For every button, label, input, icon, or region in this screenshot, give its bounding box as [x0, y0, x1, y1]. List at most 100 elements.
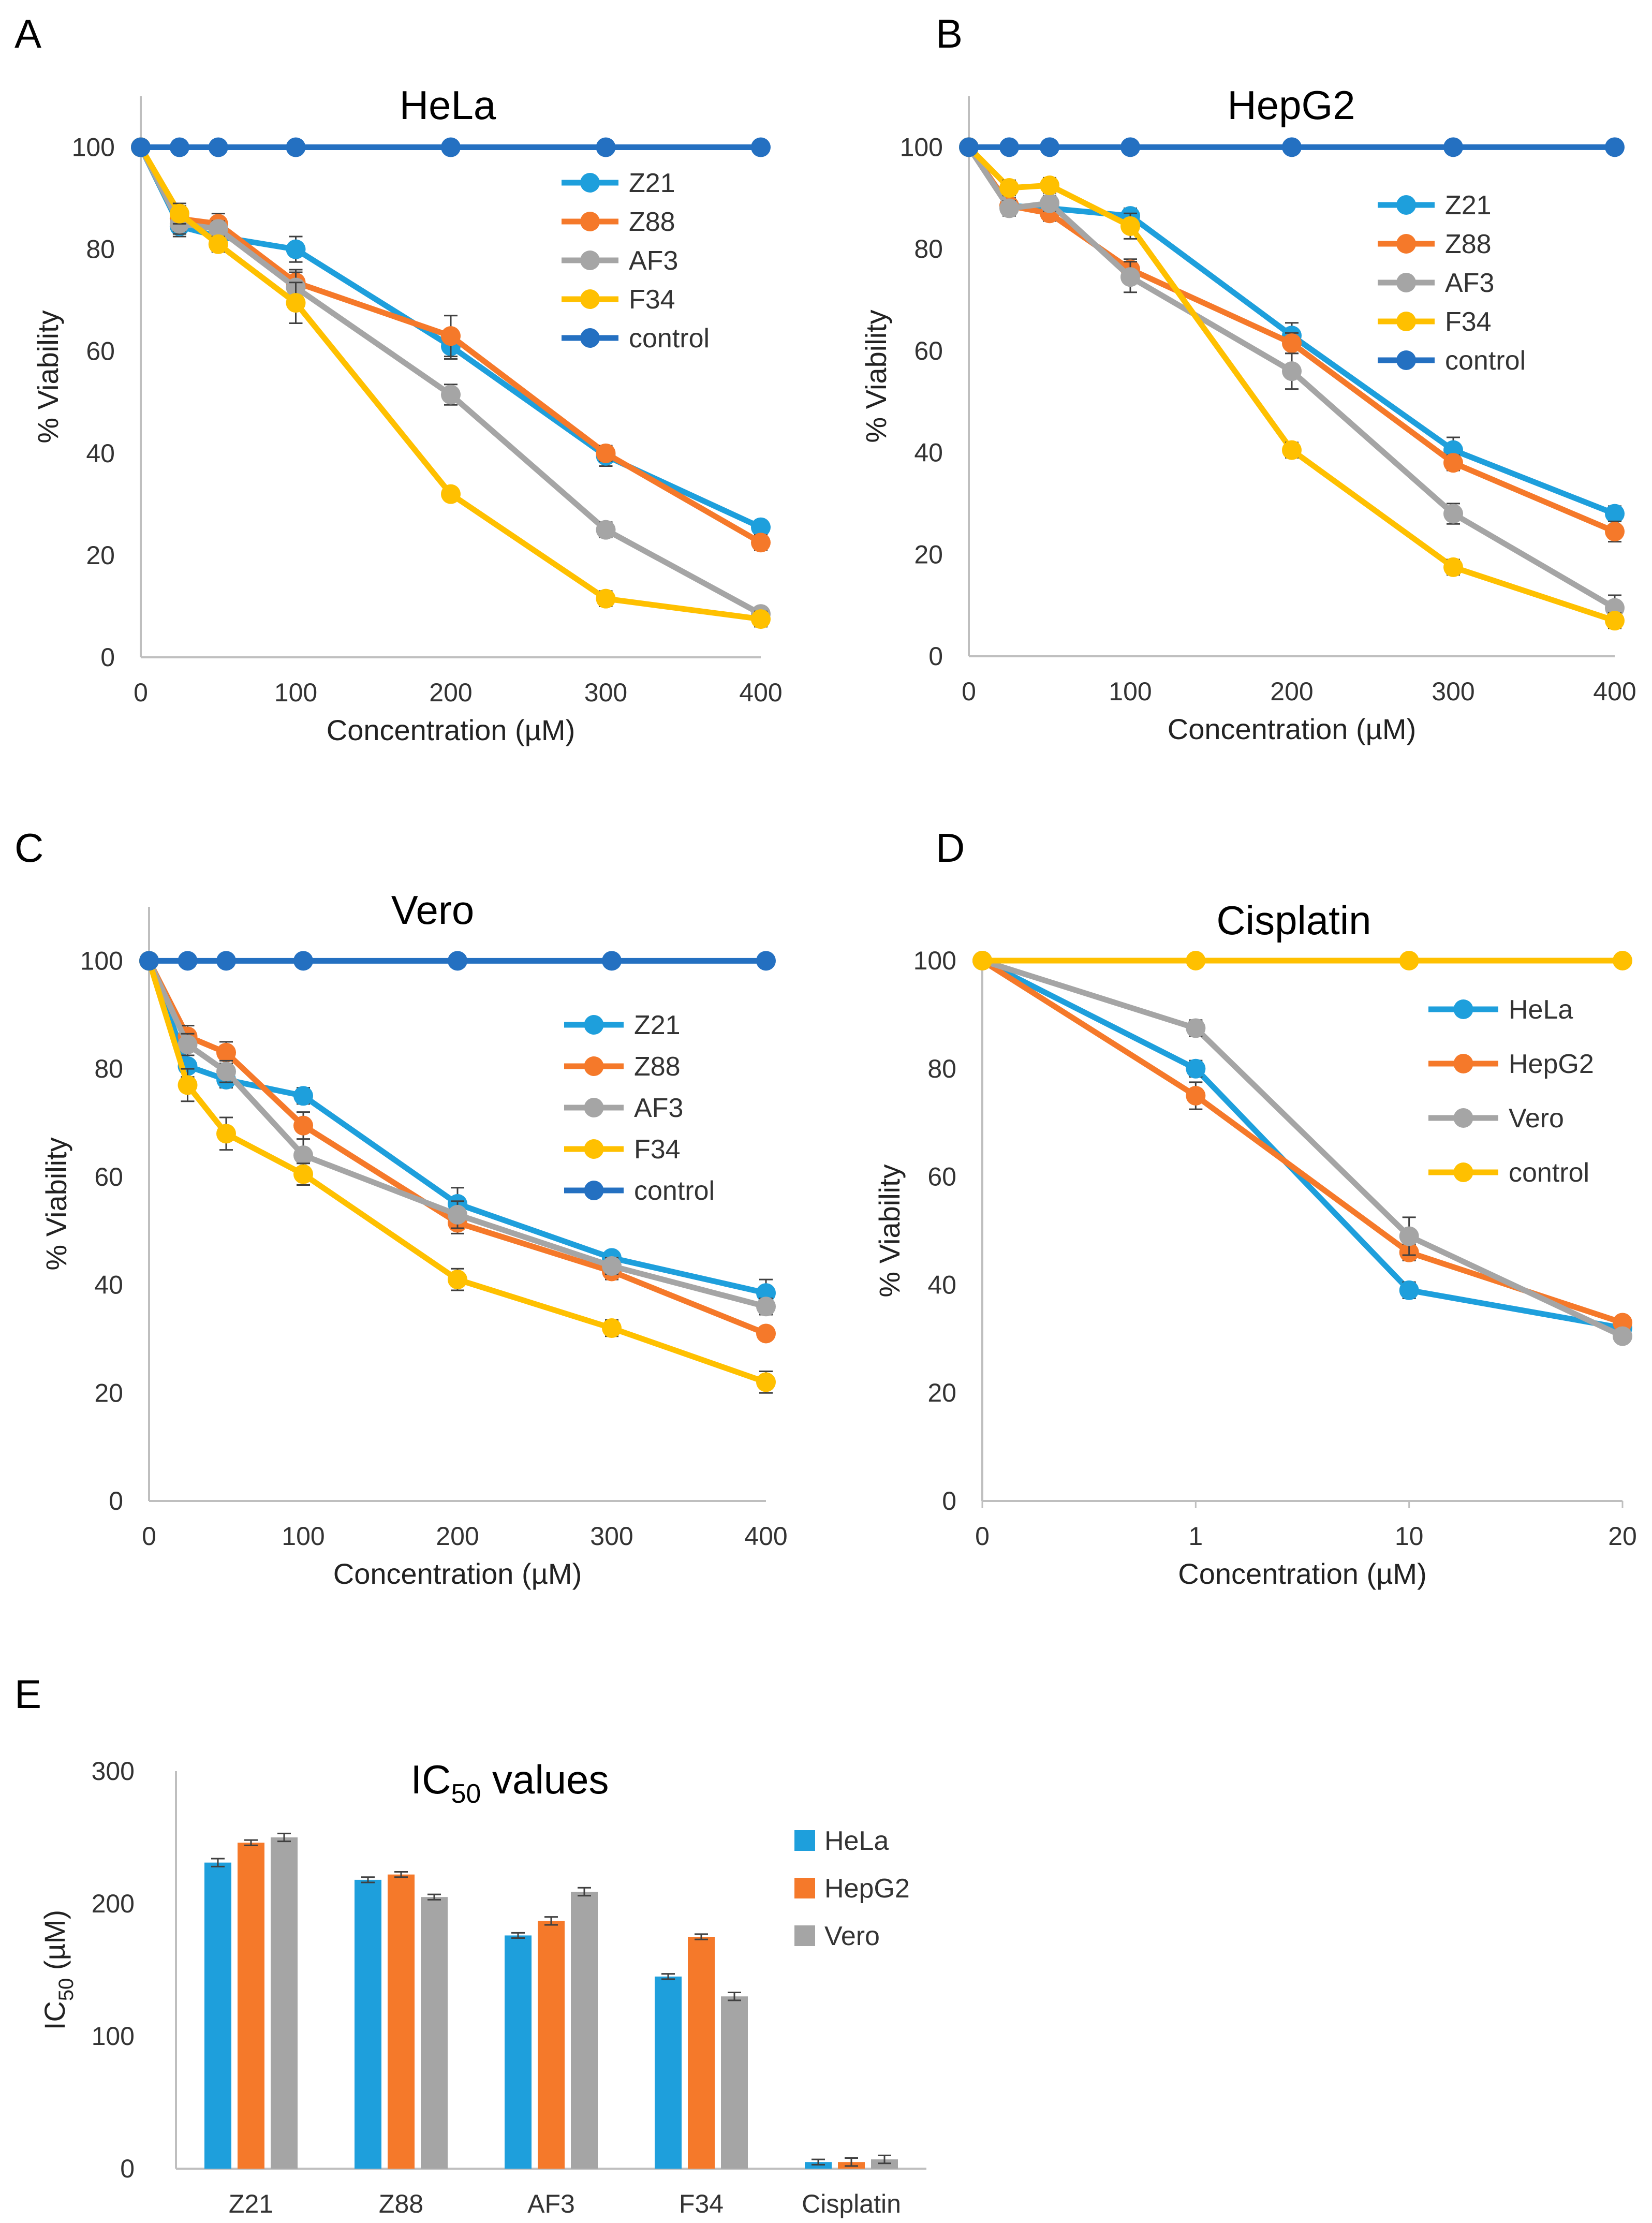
data-point — [131, 137, 151, 157]
y-tick-label: 0 — [109, 1486, 123, 1515]
chart-title: IC50 values — [411, 1757, 609, 1809]
legend-label: Z21 — [629, 168, 675, 198]
x-tick-label: 200 — [429, 678, 472, 707]
data-point — [1443, 453, 1463, 473]
data-point — [596, 443, 616, 463]
y-tick-label: 80 — [86, 235, 115, 264]
legend-label: Z88 — [1445, 229, 1492, 259]
bar-vero — [721, 1996, 748, 2169]
data-point — [178, 1075, 198, 1095]
chart-panel-d: D Cisplatin 0 20 40 60 80 100 0 1 10 20 Concentratio… — [873, 825, 1637, 1590]
x-tick-label: 200 — [1270, 677, 1313, 706]
legend-swatch-marker — [580, 328, 600, 348]
y-tick-label: 20 — [927, 1378, 956, 1407]
data-point — [1040, 193, 1059, 213]
panel-label: B — [936, 11, 963, 56]
chart-title: Cisplatin — [1216, 897, 1371, 943]
data-point — [999, 178, 1019, 198]
chart-title-subscript: 50 — [451, 1779, 481, 1809]
x-tick-label: 20 — [1608, 1522, 1637, 1551]
legend-label: Vero — [1509, 1103, 1564, 1133]
data-point — [602, 1318, 622, 1338]
bar-hela — [204, 1862, 231, 2169]
legend-swatch-marker — [584, 1181, 604, 1200]
data-point — [1399, 1226, 1419, 1246]
legend-swatch-marker — [1453, 1108, 1473, 1128]
legend-swatch-marker — [1396, 273, 1416, 292]
y-tick-label: 200 — [92, 1889, 135, 1918]
data-point — [293, 1086, 313, 1106]
chart-panel-c: C Vero 0 20 40 60 80 100 0 100 200 300 400 Concentrat… — [14, 825, 788, 1590]
bar-vero — [421, 1897, 448, 2169]
chart-title-main: IC — [411, 1757, 451, 1802]
legend-swatch — [794, 1878, 815, 1898]
series-f34 — [139, 951, 776, 1394]
legend-label: AF3 — [629, 246, 678, 276]
x-axis-title: Concentration (µM) — [1168, 713, 1416, 745]
data-point — [1605, 137, 1625, 157]
data-point — [1186, 1058, 1206, 1079]
y-tick-label: 20 — [94, 1378, 123, 1407]
legend-swatch — [794, 1830, 815, 1851]
legend-label: Z21 — [1445, 190, 1492, 220]
legend-label: AF3 — [1445, 268, 1494, 298]
legend: HeLa HepG2 Vero control — [1428, 995, 1594, 1188]
y-tick-label: 40 — [927, 1270, 956, 1299]
chart-title-suffix: values — [481, 1757, 609, 1802]
data-point — [1120, 137, 1140, 157]
data-point — [169, 203, 189, 224]
series-control — [972, 951, 1632, 970]
data-point — [1605, 611, 1625, 631]
data-point — [999, 198, 1019, 218]
series-f34 — [959, 137, 1625, 631]
y-tick-label: 20 — [86, 541, 115, 570]
legend-swatch-marker — [580, 212, 600, 231]
data-point — [1399, 951, 1419, 970]
legend-swatch-marker — [1396, 312, 1416, 331]
chart-title: HeLa — [400, 82, 496, 128]
y-tick-label: 100 — [900, 133, 943, 161]
y-tick-label: 0 — [100, 643, 115, 672]
y-tick-label: 80 — [94, 1054, 123, 1083]
x-tick-label: 0 — [975, 1522, 990, 1551]
bar-hela — [355, 1879, 381, 2169]
x-tick-label: 100 — [274, 678, 317, 707]
data-point — [293, 1115, 313, 1136]
series-control — [959, 137, 1625, 157]
bar-vero — [571, 1891, 598, 2169]
legend-swatch-marker — [580, 173, 600, 193]
x-tick-label: F34 — [679, 2189, 724, 2218]
data-point — [1040, 175, 1059, 196]
x-tick-label: 300 — [584, 678, 627, 707]
series-line — [981, 958, 1624, 1339]
y-tick-label: 60 — [94, 1162, 123, 1191]
legend-swatch-marker — [580, 289, 600, 309]
legend-label: HepG2 — [1509, 1049, 1594, 1079]
data-point — [178, 1035, 198, 1055]
y-tick-label: 60 — [86, 337, 115, 366]
x-tick-label: 100 — [1109, 677, 1152, 706]
data-point — [1282, 333, 1302, 354]
chart-panel-b: B HepG2 0 20 40 60 80 100 0 100 200 300 400 Concentra… — [860, 11, 1636, 745]
bar-hela — [655, 1976, 682, 2169]
bar-group-z21: Z21 — [204, 1832, 298, 2218]
series-f34 — [131, 137, 771, 629]
legend-label: Z88 — [634, 1052, 681, 1082]
data-point — [216, 1062, 236, 1082]
data-point — [1443, 557, 1463, 577]
legend-swatch-marker — [584, 1015, 604, 1035]
legend-label: F34 — [634, 1135, 681, 1165]
data-point — [751, 609, 771, 629]
x-tick-label: 1 — [1188, 1522, 1203, 1551]
data-point — [1399, 1280, 1419, 1300]
bar-hepg2 — [388, 1874, 415, 2169]
x-tick-label: 400 — [1593, 677, 1636, 706]
x-tick-label: 100 — [282, 1522, 325, 1551]
data-point — [972, 951, 992, 970]
data-point — [441, 137, 461, 157]
legend: HeLa HepG2 Vero — [794, 1826, 910, 1951]
y-tick-label: 0 — [942, 1486, 956, 1515]
data-point — [286, 293, 306, 313]
data-point — [448, 1270, 467, 1290]
data-point — [1186, 1018, 1206, 1038]
